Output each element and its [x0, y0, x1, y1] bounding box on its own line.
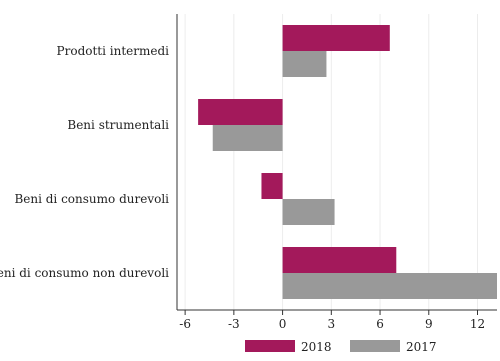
bar-2017-4 [282, 273, 497, 299]
x-tick-label: 12 [470, 317, 485, 331]
legend: 2018 2017 [245, 340, 437, 354]
bar-2018-1 [282, 25, 390, 51]
x-tick-label: 6 [376, 317, 384, 331]
bars [198, 25, 497, 299]
category-label: Prodotti intermedi [57, 44, 170, 58]
bar-2018-4 [282, 247, 397, 273]
bar-2018-2 [198, 99, 283, 125]
legend-swatch-2017 [350, 340, 400, 352]
axes [176, 14, 497, 311]
x-tick-label: 3 [327, 317, 335, 331]
bar-2017-2 [212, 125, 283, 151]
category-label: Beni strumentali [67, 118, 169, 132]
x-tick-label: -6 [179, 317, 191, 331]
x-tick-label: 9 [425, 317, 433, 331]
bar-2017-1 [282, 51, 327, 77]
x-ticks: -6 -3 0 3 6 9 12 [179, 310, 485, 331]
legend-label-2018: 2018 [301, 340, 332, 354]
x-tick-label: -3 [228, 317, 240, 331]
category-label: Beni di consumo non durevoli [0, 266, 169, 280]
x-tick-label: 0 [279, 317, 287, 331]
category-labels: Prodotti intermedi Beni strumentali Beni d… [0, 44, 169, 280]
bar-2018-3 [261, 173, 283, 199]
bar-2017-3 [282, 199, 335, 225]
legend-swatch-2018 [245, 340, 295, 352]
legend-label-2017: 2017 [406, 340, 437, 354]
category-label: Beni di consumo durevoli [14, 192, 169, 206]
